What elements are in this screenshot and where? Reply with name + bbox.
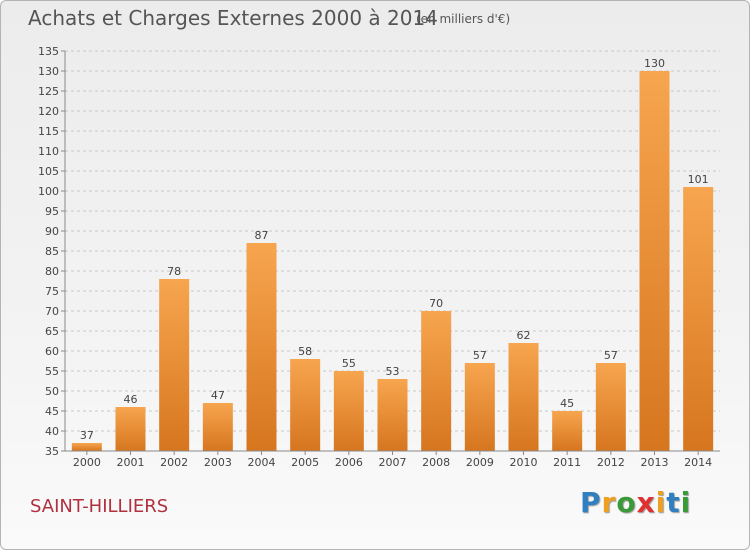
- bar: [683, 187, 714, 451]
- x-tick-label: 2000: [73, 456, 101, 469]
- logo-letter: r: [601, 486, 617, 519]
- logo-letter: i: [680, 486, 692, 519]
- bar-value-label: 37: [80, 429, 94, 442]
- bar-value-label: 47: [211, 389, 225, 402]
- y-tick-label: 70: [45, 305, 59, 318]
- bar: [246, 243, 277, 451]
- x-tick-label: 2005: [291, 456, 319, 469]
- bar-value-label: 46: [124, 393, 138, 406]
- bar-value-label: 57: [473, 349, 487, 362]
- y-tick-label: 80: [45, 265, 59, 278]
- y-tick-label: 95: [45, 205, 59, 218]
- bar-value-label: 62: [517, 329, 531, 342]
- bar-value-label: 70: [429, 297, 443, 310]
- y-tick-label: 35: [45, 445, 59, 458]
- chart-unit: (en milliers d'€): [416, 12, 511, 26]
- bar-value-label: 53: [386, 365, 400, 378]
- bar-value-label: 101: [688, 173, 709, 186]
- y-tick-label: 40: [45, 425, 59, 438]
- x-tick-label: 2013: [641, 456, 669, 469]
- x-tick-label: 2008: [422, 456, 450, 469]
- bar: [115, 407, 146, 451]
- x-tick-label: 2006: [335, 456, 363, 469]
- bar-value-label: 57: [604, 349, 618, 362]
- x-tick-label: 2003: [204, 456, 232, 469]
- bar: [464, 363, 495, 451]
- x-tick-label: 2014: [684, 456, 712, 469]
- y-tick-label: 130: [38, 65, 59, 78]
- x-tick-label: 2009: [466, 456, 494, 469]
- bar: [290, 359, 321, 451]
- proxiti-logo: Proxiti: [580, 486, 691, 519]
- y-tick-label: 55: [45, 365, 59, 378]
- y-tick-label: 105: [38, 165, 59, 178]
- y-tick-label: 125: [38, 85, 59, 98]
- y-tick-label: 60: [45, 345, 59, 358]
- x-tick-label: 2004: [248, 456, 276, 469]
- bar-value-label: 130: [644, 57, 665, 70]
- y-tick-label: 85: [45, 245, 59, 258]
- bar-value-label: 45: [560, 397, 574, 410]
- x-tick-label: 2010: [510, 456, 538, 469]
- logo-letter: i: [655, 486, 667, 519]
- bar-value-label: 55: [342, 357, 356, 370]
- y-tick-label: 100: [38, 185, 59, 198]
- bar: [333, 371, 364, 451]
- bar: [202, 403, 233, 451]
- logo-letter: o: [616, 486, 637, 519]
- x-tick-label: 2011: [553, 456, 581, 469]
- x-tick-label: 2012: [597, 456, 625, 469]
- bar: [595, 363, 626, 451]
- x-tick-label: 2002: [160, 456, 188, 469]
- logo-letter: P: [580, 486, 602, 519]
- bar: [421, 311, 452, 451]
- bar: [377, 379, 408, 451]
- bar-value-label: 78: [167, 265, 181, 278]
- y-tick-label: 50: [45, 385, 59, 398]
- chart-title: Achats et Charges Externes 2000 à 2014: [28, 6, 438, 30]
- commune-name: SAINT-HILLIERS: [30, 496, 169, 517]
- logo-letter: t: [666, 486, 681, 519]
- bar-value-label: 87: [255, 229, 269, 242]
- x-tick-label: 2001: [117, 456, 145, 469]
- bar: [159, 279, 190, 451]
- y-tick-label: 115: [38, 125, 59, 138]
- y-tick-label: 135: [38, 45, 59, 58]
- bar: [639, 71, 670, 451]
- y-tick-label: 110: [38, 145, 59, 158]
- y-tick-label: 45: [45, 405, 59, 418]
- bar-value-label: 58: [298, 345, 312, 358]
- y-tick-label: 90: [45, 225, 59, 238]
- bar: [71, 443, 102, 451]
- y-tick-label: 120: [38, 105, 59, 118]
- bar: [508, 343, 539, 451]
- y-tick-label: 75: [45, 285, 59, 298]
- bar: [552, 411, 583, 451]
- logo-letter: x: [636, 486, 656, 519]
- y-tick-label: 65: [45, 325, 59, 338]
- x-tick-label: 2007: [379, 456, 407, 469]
